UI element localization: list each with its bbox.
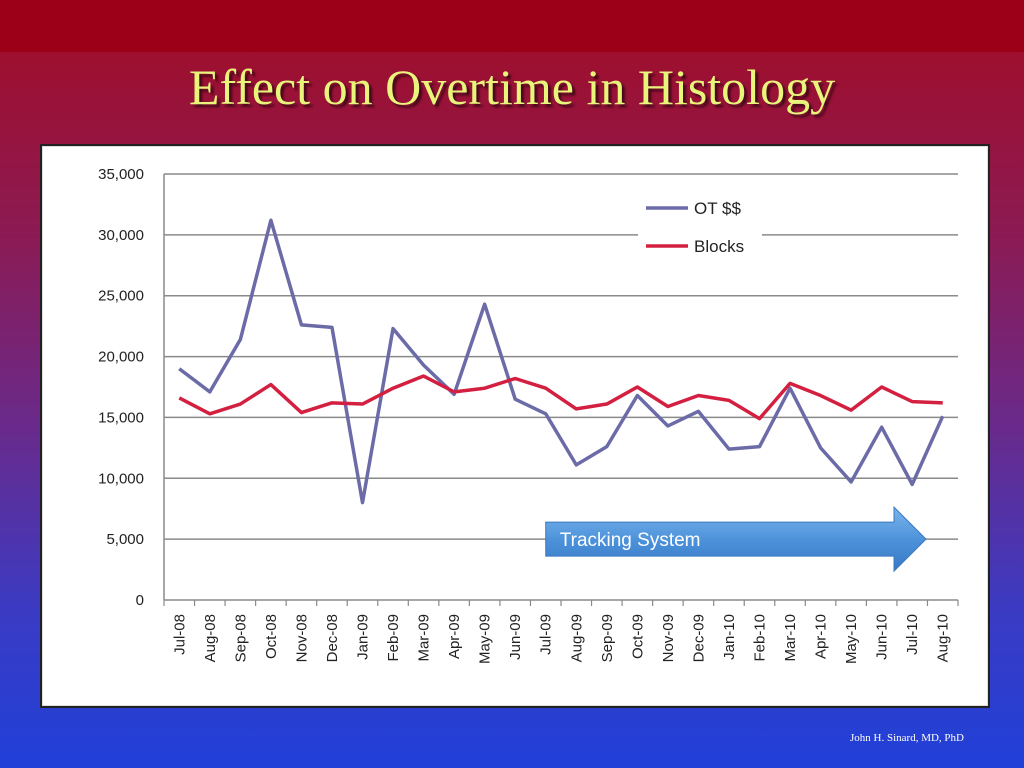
x-tick-label: Feb-10: [752, 614, 769, 662]
x-tick-label: Feb-09: [385, 614, 402, 662]
legend-background: [638, 186, 762, 262]
author-credit: John H. Sinard, MD, PhD: [850, 732, 964, 744]
x-tick-label: Apr-09: [446, 614, 463, 659]
x-tick-label: Mar-09: [416, 614, 433, 662]
slide-title: Effect on Overtime in Histology: [188, 59, 836, 115]
x-tick-label: May-10: [843, 614, 860, 664]
y-tick-label: 30,000: [98, 227, 144, 244]
x-tick-label: Aug-10: [935, 614, 952, 662]
y-tick-label: 5,000: [106, 531, 144, 548]
x-tick-label: Mar-10: [782, 614, 799, 662]
series-layer: [178, 218, 945, 505]
y-tick-label: 20,000: [98, 349, 144, 366]
x-tick-label: Nov-08: [293, 614, 310, 662]
x-tick-label: Nov-09: [660, 614, 677, 662]
line-chart: 0 5,000 10,000 15,000 20,000 25,000 30,000 35,0…: [98, 166, 959, 664]
x-tick-label: Sep-09: [599, 614, 616, 662]
x-tick-label: Dec-08: [324, 614, 341, 662]
x-tick-label: Apr-10: [813, 614, 830, 659]
grid-layer: [163, 173, 959, 606]
x-tick-label: Jan-10: [721, 614, 738, 660]
x-tick-label: Jun-09: [507, 614, 524, 660]
x-tick-label: May-09: [477, 614, 494, 664]
x-tick-label: Jul-09: [538, 614, 555, 655]
y-tick-label: 10,000: [98, 470, 144, 487]
x-tick-label: Sep-08: [232, 614, 249, 662]
x-tick-label: Oct-09: [629, 614, 646, 659]
x-axis-ticks: Jul-08 Aug-08 Sep-08 Oct-08 Nov-08 Dec-08 Jan-…: [171, 614, 951, 664]
y-tick-label: 15,000: [98, 409, 144, 426]
x-tick-label: Dec-09: [690, 614, 707, 662]
legend-entry: Blocks: [694, 237, 744, 256]
x-tick-label: Jul-08: [171, 614, 188, 655]
chart-frame: 0 5,000 10,000 15,000 20,000 25,000 30,000 35,0…: [40, 144, 990, 708]
tracking-system-arrow: [545, 505, 927, 573]
x-tick-label: Aug-09: [568, 614, 585, 662]
y-tick-label: 0: [136, 592, 144, 609]
annotation-layer: Tracking System: [545, 505, 927, 573]
x-tick-label: Aug-08: [202, 614, 219, 662]
y-axis-ticks: 0 5,000 10,000 15,000 20,000 25,000 30,000 35,0…: [98, 166, 144, 609]
series-line-blocks: [178, 374, 943, 421]
x-tick-label: Jan-09: [355, 614, 372, 660]
x-tick-label: Jun-10: [874, 614, 891, 660]
series-line-ot: [178, 218, 945, 505]
legend: OT $$ Blocks: [638, 186, 762, 262]
x-tick-label: Jul-10: [904, 614, 921, 655]
annotation-label: Tracking System: [560, 530, 701, 551]
x-tick-label: Oct-08: [263, 614, 280, 659]
y-tick-label: 35,000: [98, 166, 144, 183]
y-tick-label: 25,000: [98, 288, 144, 305]
title-band: [0, 0, 1024, 52]
legend-entry: OT $$: [694, 199, 741, 218]
